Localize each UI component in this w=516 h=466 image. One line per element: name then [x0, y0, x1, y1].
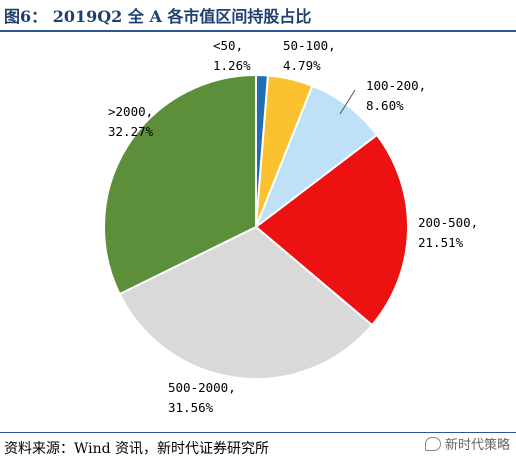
slice-value-label: 32.27% [108, 124, 154, 139]
slice-value-label: 1.26% [213, 58, 251, 73]
slice-value-label: 4.79% [283, 58, 321, 73]
slice-value-label: 31.56% [168, 400, 214, 415]
pie-slice-500-2000 [118, 225, 374, 380]
chat-bubble-icon [424, 436, 441, 451]
slice-category-label: <50, [213, 38, 243, 53]
title-bar: 图6： 2019Q2 全 A 各市值区间持股占比 [0, 0, 516, 30]
source-note: 资料来源：Wind 资讯，新时代证券研究所 [4, 441, 270, 457]
title-rule [0, 30, 516, 32]
pie-slice-2000 [103, 73, 257, 296]
slice-value-label: 21.51% [418, 235, 464, 250]
slice-value-label: 8.60% [366, 98, 404, 113]
footer-rule [0, 432, 516, 433]
slice-category-label: >2000, [108, 104, 153, 119]
leader-line [339, 89, 356, 115]
slice-category-label: 200-500, [418, 215, 478, 230]
pie-slice-200-500 [254, 133, 409, 327]
slice-category-label: 100-200, [366, 78, 426, 93]
figure-title: 图6： 2019Q2 全 A 各市值区间持股占比 [4, 7, 312, 26]
slice-category-label: 50-100, [283, 38, 336, 53]
pie-chart: <50, 1.26% 50-100, 4.79% 100-200, 8.60% 200-50… [103, 38, 478, 415]
watermark-text: 新时代策略 [444, 438, 510, 453]
slice-category-label: 500-2000, [168, 380, 236, 395]
watermark: 新时代策略 [424, 434, 510, 453]
